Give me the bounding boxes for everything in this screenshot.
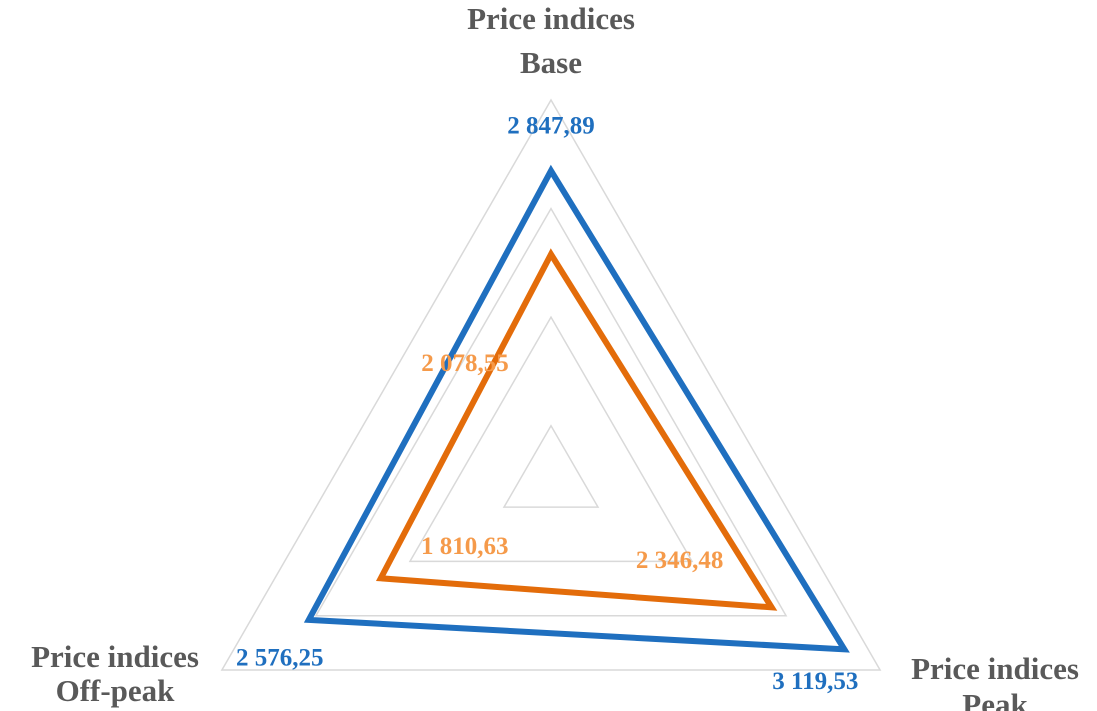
grid-ring	[314, 207, 788, 617]
data-label: 1 810,63	[421, 533, 509, 560]
category-label: Base	[520, 45, 582, 80]
series-line	[303, 164, 850, 653]
data-label: 2 078,55	[421, 350, 509, 377]
data-label: 3 119,53	[772, 668, 858, 695]
grid-ring	[502, 424, 600, 508]
grid-ring	[220, 98, 882, 671]
category-label: Off-peak	[56, 673, 176, 708]
data-label: 2 346,48	[636, 547, 724, 574]
category-label: Price indices	[911, 651, 1079, 686]
series-line	[375, 248, 778, 611]
data-label: 2 576,25	[236, 645, 324, 672]
category-label: Peak	[962, 687, 1028, 711]
category-label: Price indices	[467, 1, 635, 36]
data-label: 2 847,89	[507, 113, 595, 140]
grid-ring	[408, 315, 694, 563]
category-label: Price indices	[31, 639, 199, 674]
